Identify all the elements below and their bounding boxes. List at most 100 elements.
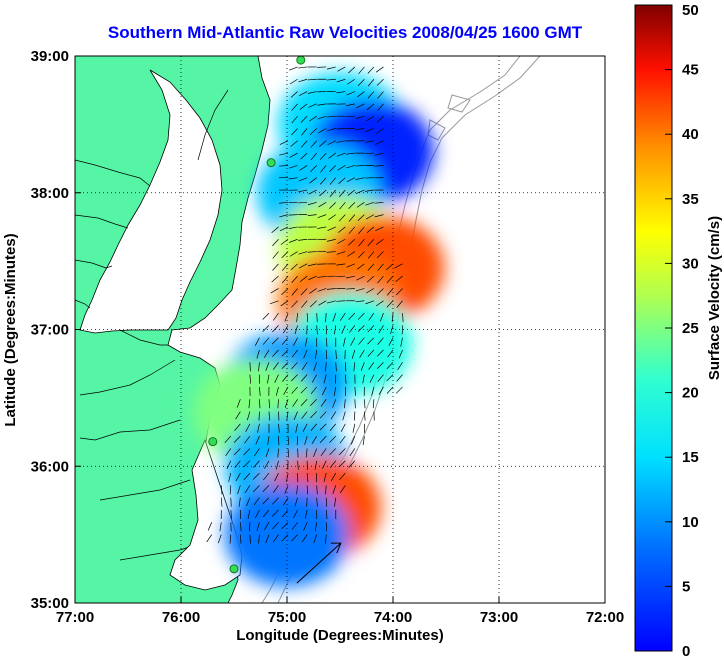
velocity-arrow [364,399,366,409]
velocity-arrow [386,288,394,296]
velocity-arrow [345,275,355,279]
velocity-arrow [265,534,270,544]
velocity-arrow [356,103,365,109]
velocity-arrow [258,362,260,372]
velocity-arrow [342,411,346,421]
velocity-arrow [378,386,384,395]
velocity-arrow [336,251,346,255]
velocity-arrow [355,288,365,292]
velocity-arrow [254,448,260,457]
y-tick-label: 39:00 [31,48,69,65]
velocity-arrow [325,313,327,323]
velocity-arrow [366,226,375,233]
velocity-arrow [249,534,251,544]
velocity-arrow [304,436,308,445]
velocity-arrow [337,66,346,72]
velocity-arrow [326,288,336,290]
velocity-arrow [362,374,365,384]
velocity-arrow [357,312,365,320]
velocity-arrow [357,214,365,222]
velocity-arrow [307,214,317,217]
velocity-arrow [334,497,337,507]
velocity-arrow [369,374,375,383]
velocity-arrow [348,202,356,210]
velocity-arrow [317,115,327,120]
velocity-arrow [262,325,270,333]
velocity-arrow [294,325,298,335]
velocity-arrow [272,362,279,370]
velocity-arrow [330,472,337,482]
velocity-arrow [273,312,279,321]
velocity-arrow [319,435,327,444]
velocity-arrow [310,411,317,419]
velocity-arrow [289,238,298,243]
velocity-arrow [327,226,336,231]
velocity-arrow [351,349,356,359]
velocity-arrow [272,522,279,530]
velocity-arrows [206,66,404,544]
velocity-arrow [348,226,356,234]
velocity-arrow [365,214,375,220]
velocity-arrow [319,411,327,419]
velocity-arrow [235,411,241,420]
velocity-arrow [339,472,346,481]
velocity-arrow [309,288,317,294]
velocity-arrow [256,522,260,532]
velocity-arrow [299,165,308,171]
velocity-arrow [254,509,260,519]
velocity-arrow [289,251,298,257]
velocity-arrow [357,325,365,333]
velocity-arrow [376,288,384,296]
velocity-arrow [275,460,279,470]
velocity-arrow [366,103,375,111]
velocity-arrow [365,201,375,206]
colorbar-label: Surface Velocity (cm/s) [706,216,723,380]
velocity-arrow [386,263,394,271]
velocity-arrow [298,78,308,83]
velocity-arrow [281,263,289,271]
velocity-arrow [400,337,403,347]
velocity-arrow [272,485,279,493]
velocity-arrow [263,349,270,358]
velocity-arrow [395,386,403,394]
velocity-arrow [272,497,279,505]
velocity-arrow [269,300,279,305]
velocity-arrow [225,448,232,457]
velocity-arrow [300,152,308,160]
velocity-arrow [233,448,241,456]
velocity-arrow [268,411,271,421]
velocity-arrow [367,251,375,259]
velocity-arrow [291,103,298,111]
velocity-arrow [226,460,232,470]
velocity-arrow [294,497,298,507]
velocity-arrow [317,288,327,292]
velocity-arrow [397,362,403,371]
velocity-arrow [325,337,328,347]
velocity-arrow [357,91,365,98]
velocity-arrow [267,374,270,384]
y-axis-label: Latitude (Degrees:Minutes) [2,233,19,426]
velocity-arrow [344,399,346,409]
velocity-arrow [306,485,309,495]
velocity-arrow [352,423,356,433]
velocity-arrow [283,325,289,334]
velocity-arrow [303,522,308,531]
velocity-arrow [368,362,375,370]
velocity-arrow [271,275,279,283]
velocity-arrow [219,522,222,532]
velocity-arrow [279,214,289,218]
velocity-arrow [291,349,298,358]
velocity-arrow [360,362,365,371]
velocity-arrow [281,275,289,284]
x-tick-label: 75:00 [268,609,306,626]
velocity-arrow [293,337,298,346]
velocity-arrow [358,66,365,75]
velocity-arrow [308,189,317,195]
velocity-arrow [359,349,365,358]
velocity-arrow [313,448,318,457]
velocity-arrow [279,226,289,232]
velocity-arrow [358,337,365,345]
velocity-arrow [313,362,318,371]
velocity-arrow [375,300,384,307]
velocity-arrow [386,374,394,382]
